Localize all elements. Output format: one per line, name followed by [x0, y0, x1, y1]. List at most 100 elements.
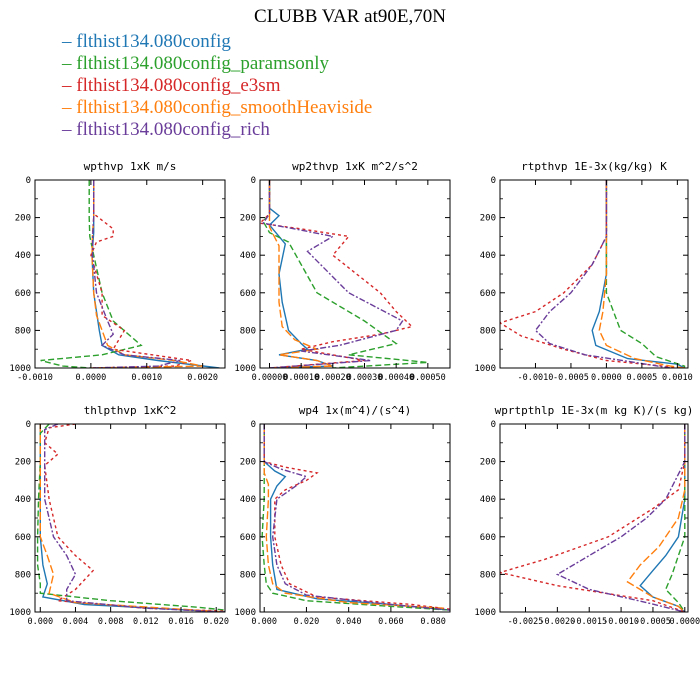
series-line [268, 180, 334, 368]
series-line [43, 424, 225, 612]
series-line [534, 180, 671, 368]
series-line [90, 180, 181, 368]
panel-title: wp2thvp 1xK m^2/s^2 [292, 160, 418, 173]
x-tick-label: 0.00050 [410, 373, 446, 383]
x-tick-label: 0.000 [251, 617, 277, 627]
y-tick-label: 600 [240, 289, 256, 299]
x-tick-label: 0.080 [420, 617, 446, 627]
series-line [36, 424, 225, 611]
y-tick-label: 200 [15, 458, 31, 468]
y-tick-label: 800 [480, 326, 496, 336]
y-tick-label: 200 [15, 214, 31, 224]
x-tick-label: 0.004 [63, 617, 89, 627]
series-line [500, 424, 686, 612]
plot-frame [34, 423, 226, 613]
x-tick-label: 0.020 [294, 617, 320, 627]
x-tick-label: 0.008 [98, 617, 124, 627]
chart-panel: wprtpthlp 1E-3x(m kg K)/(s kg) 0 200 400 600… [474, 404, 700, 627]
panel-title: wp4 1x(m^4)/(s^4) [299, 404, 412, 417]
y-tick-label: 1000 [9, 608, 31, 618]
panel-title: thlpthvp 1xK^2 [84, 404, 177, 417]
legend-dash-icon: – [62, 75, 77, 96]
plot-frame [259, 423, 451, 613]
y-tick-label: 400 [480, 495, 496, 505]
x-tick-label: 0.00010 [283, 373, 319, 383]
legend-entry: – flthist134.080config [62, 31, 372, 53]
panel-title: wprtpthlp 1E-3x(m kg K)/(s kg) [495, 404, 694, 417]
figure-title: CLUBB VAR at90E,70N [254, 6, 446, 27]
y-tick-label: 600 [240, 533, 256, 543]
x-tick-label: 0.0005 [627, 373, 658, 383]
series-line [626, 424, 686, 612]
y-tick-label: 800 [480, 570, 496, 580]
legend: – flthist134.080config – flthist134.080co… [62, 31, 372, 141]
x-tick-label: 0.0020 [187, 373, 218, 383]
y-tick-label: 600 [15, 533, 31, 543]
y-tick-label: 400 [480, 251, 496, 261]
panel-title: rtpthvp 1E-3x(kg/kg) K [521, 160, 667, 173]
series-line [263, 424, 450, 610]
x-tick-label: 0.0010 [662, 373, 693, 383]
y-tick-label: 0 [26, 176, 31, 186]
plot-frame [259, 179, 451, 369]
series-line [268, 180, 334, 368]
legend-entry: – flthist134.080config_smoothHeaviside [62, 97, 372, 119]
x-tick-label: -0.0005 [553, 373, 589, 383]
y-tick-label: 0 [251, 420, 256, 430]
x-tick-label: 0.016 [168, 617, 194, 627]
y-tick-label: 400 [15, 495, 31, 505]
y-tick-label: 1000 [234, 364, 256, 374]
series-line [262, 180, 428, 368]
legend-label: flthist134.080config_paramsonly [76, 53, 330, 74]
x-tick-label: 0.040 [336, 617, 362, 627]
y-tick-label: 0 [251, 176, 256, 186]
series-line [263, 424, 450, 611]
series-line [263, 424, 450, 611]
series-line [91, 180, 220, 368]
series-line [500, 180, 678, 368]
legend-label: flthist134.080config_smoothHeaviside [76, 97, 373, 118]
y-tick-label: 200 [240, 458, 256, 468]
y-tick-label: 800 [15, 326, 31, 336]
y-tick-label: 1000 [474, 364, 496, 374]
x-tick-label: 0.00040 [378, 373, 414, 383]
legend-label: flthist134.080config [76, 31, 231, 52]
y-tick-label: 0 [491, 420, 496, 430]
series-line [605, 180, 686, 368]
series-line [39, 424, 225, 612]
legend-dash-icon: – [62, 119, 77, 140]
x-tick-label: 0.0000 [591, 373, 622, 383]
series-line [260, 180, 414, 368]
y-tick-label: 600 [480, 289, 496, 299]
x-tick-label: -0.0010 [17, 373, 53, 383]
x-tick-label: 0.00030 [347, 373, 383, 383]
legend-entry: – flthist134.080config_rich [62, 119, 372, 141]
legend-dash-icon: – [62, 53, 77, 74]
y-tick-label: 400 [240, 495, 256, 505]
series-line [261, 424, 450, 611]
y-tick-label: 200 [240, 214, 256, 224]
legend-entry: – flthist134.080config_paramsonly [62, 53, 372, 75]
x-tick-label: -0.0005 [635, 617, 671, 627]
x-tick-label: 0.0010 [131, 373, 162, 383]
series-line [40, 180, 143, 368]
y-tick-label: 0 [491, 176, 496, 186]
y-tick-label: 600 [480, 533, 496, 543]
y-tick-label: 1000 [234, 608, 256, 618]
x-tick-label: 0.00020 [315, 373, 351, 383]
y-tick-label: 1000 [9, 364, 31, 374]
series-line [39, 424, 225, 612]
x-tick-label: 0.012 [133, 617, 159, 627]
x-tick-label: 0.000 [27, 617, 53, 627]
legend-label: flthist134.080config_rich [76, 119, 270, 140]
chart-panel: wp2thvp 1xK m^2/s^2020040060080010000.00… [234, 160, 451, 383]
x-tick-label: 0.0000 [669, 617, 700, 627]
x-tick-label: -0.0010 [603, 617, 639, 627]
panel-title: wpthvp 1xK m/s [84, 160, 177, 173]
legend-dash-icon: – [62, 31, 77, 52]
series-line [598, 180, 685, 368]
x-tick-label: -0.0020 [539, 617, 575, 627]
